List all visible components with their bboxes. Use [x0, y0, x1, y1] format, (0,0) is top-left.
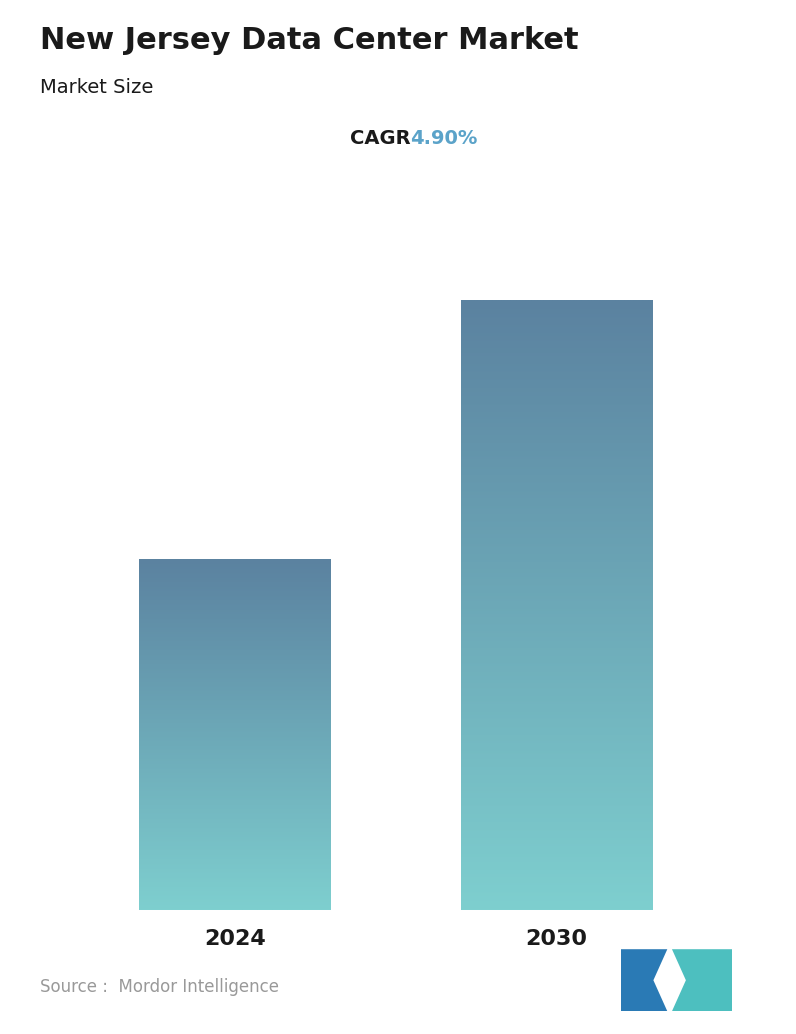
Text: CAGR: CAGR: [350, 129, 418, 148]
Polygon shape: [672, 949, 732, 1011]
Text: New Jersey Data Center Market: New Jersey Data Center Market: [40, 26, 579, 55]
Text: Market Size: Market Size: [40, 78, 153, 96]
Polygon shape: [621, 949, 667, 1011]
Text: 4.90%: 4.90%: [410, 129, 478, 148]
Text: Source :  Mordor Intelligence: Source : Mordor Intelligence: [40, 978, 279, 997]
